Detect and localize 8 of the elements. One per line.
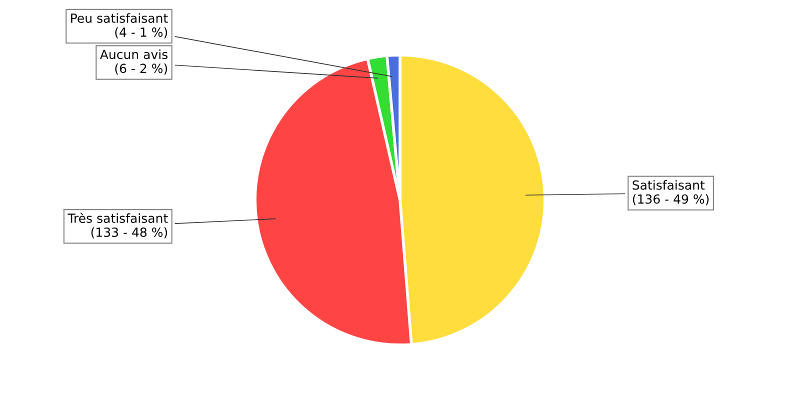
slice-label: Peu satisfaisant — [71, 13, 168, 23]
data-label: (4 - 1 %) — [115, 27, 168, 38]
slice-label: Satisfaisant — [632, 180, 705, 190]
data-label: (6 - 2 %) — [115, 63, 168, 75]
data-label: (133 - 48 %) — [91, 227, 168, 238]
slice-label: Très satisfaisant — [68, 212, 168, 223]
slice-label: Aucun avis — [100, 49, 168, 60]
data-label: (136 - 49 %) — [632, 194, 709, 206]
